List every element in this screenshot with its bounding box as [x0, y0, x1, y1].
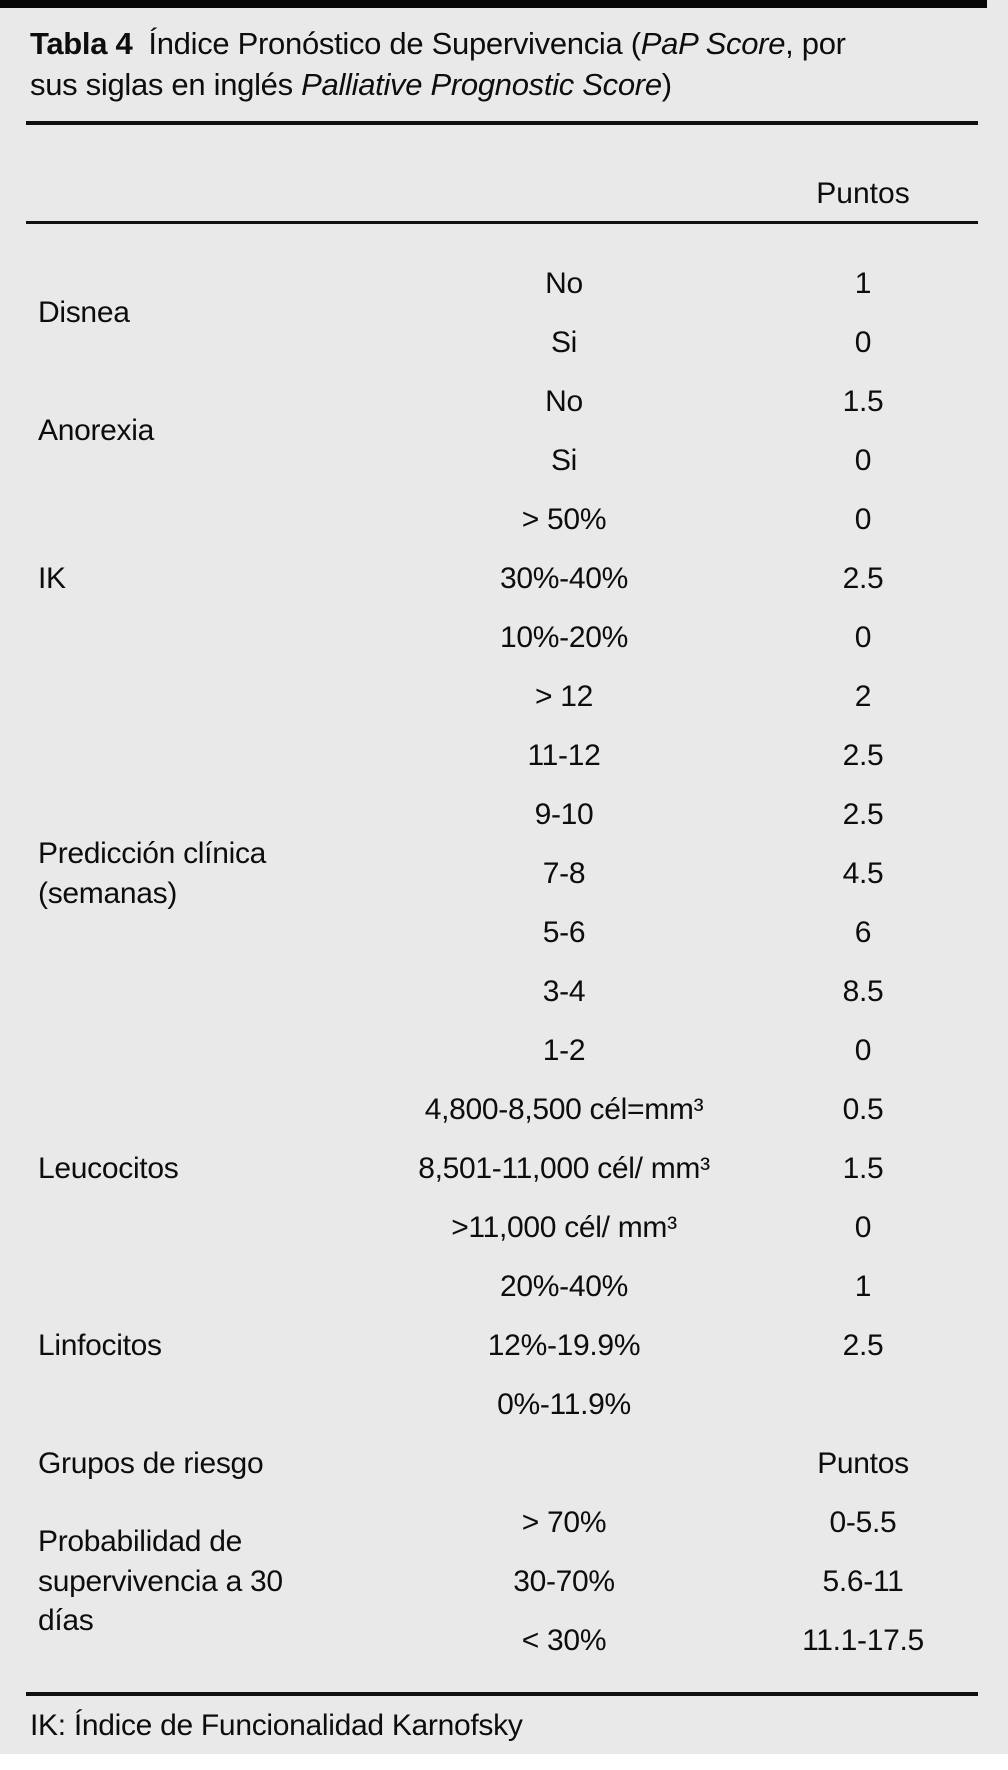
- risk-points-header: Puntos: [817, 1446, 909, 1480]
- row-points: [748, 1375, 978, 1434]
- caption-table-number: Tabla 4: [30, 26, 133, 61]
- footnote-rule: [26, 1692, 978, 1696]
- risk-groups-header-row: Grupos de riesgo Puntos: [26, 1434, 978, 1493]
- row-points: 8.5: [842, 974, 884, 1008]
- category-label: IK: [26, 490, 380, 667]
- row-value: Si: [550, 443, 578, 477]
- caption-text: Índice Pronóstico de Supervivencia (: [148, 26, 641, 61]
- category-text: Disnea: [38, 296, 130, 330]
- row-points: 2.5: [842, 561, 884, 595]
- row-points: 0: [854, 1033, 872, 1067]
- row-points: 2.5: [842, 797, 884, 831]
- category-text: Anorexia: [38, 414, 155, 448]
- category-text: Linfocitos: [38, 1328, 162, 1362]
- header-rule: [26, 221, 978, 224]
- row-value: > 12: [534, 679, 594, 713]
- risk-groups-label: Grupos de riesgo: [26, 1434, 380, 1493]
- footnote: IK: Índice de Funcionalidad Karnofsky: [30, 1709, 523, 1742]
- row-points: 0: [854, 443, 872, 477]
- row-value: 8,501-11,000 cél/ mm³: [418, 1151, 710, 1185]
- row-value: 9-10: [534, 797, 594, 831]
- row-value: 7-8: [542, 856, 586, 890]
- caption-text: ): [661, 67, 672, 102]
- category-text: Predicción clínica (semanas): [38, 836, 267, 910]
- row-points: 0.5: [842, 1092, 884, 1126]
- row-value: 30%-40%: [500, 561, 628, 595]
- row-value: No: [545, 384, 583, 418]
- row-value: Si: [550, 325, 578, 359]
- table-group-prediccion-clinica: Predicción clínica (semanas) > 12 2 11-1…: [26, 667, 978, 1080]
- category-text: Probabilidad de supervivencia a 30 días: [38, 1525, 283, 1638]
- top-bar-rule: [0, 0, 987, 8]
- table-group-ik: IK > 50% 0 30%-40% 2.5 10%-20% 0: [26, 490, 978, 667]
- table-caption: Tabla 4 Índice Pronóstico de Supervivenci…: [26, 8, 978, 105]
- row-points: 0: [854, 502, 872, 536]
- caption-text: sus siglas en inglés: [30, 67, 302, 102]
- row-value: No: [545, 266, 583, 300]
- points-column-header: Puntos: [816, 177, 910, 210]
- row-points: 0: [854, 620, 872, 654]
- category-label: Predicción clínica (semanas): [26, 667, 380, 1080]
- row-value: > 70%: [521, 1505, 607, 1539]
- category-text: Grupos de riesgo: [38, 1446, 264, 1480]
- category-label: Anorexia: [26, 372, 380, 490]
- row-points: 11.1-17.5: [802, 1623, 924, 1657]
- caption-italic-pap-score: PaP Score: [640, 26, 786, 61]
- caption-rule: [26, 121, 978, 125]
- row-value: 20%-40%: [500, 1269, 628, 1303]
- row-value: > 50%: [521, 502, 607, 536]
- table-header-row: Puntos: [26, 125, 978, 221]
- table-body: Disnea No 1 Si 0 Anorexia No 1.5 Si 0 IK…: [26, 224, 978, 1670]
- row-points: 5.6-11: [822, 1564, 904, 1598]
- row-points: 0-5.5: [829, 1505, 897, 1539]
- row-points: 1.5: [842, 1151, 884, 1185]
- row-points: 0: [854, 325, 872, 359]
- row-points: 0: [854, 1210, 872, 1244]
- row-points: 2.5: [842, 738, 884, 772]
- row-value: 10%-20%: [500, 620, 628, 654]
- category-label: Leucocitos: [26, 1080, 380, 1257]
- row-value: 30-70%: [513, 1564, 615, 1598]
- table-group-anorexia: Anorexia No 1.5 Si 0: [26, 372, 978, 490]
- caption-italic-palliative: Palliative Prognostic Score: [301, 67, 662, 102]
- row-points: 2: [854, 679, 872, 713]
- row-points: 2.5: [842, 1328, 884, 1362]
- row-value: 12%-19.9%: [487, 1328, 641, 1362]
- table-group-probabilidad-supervivencia: Probabilidad de supervivencia a 30 días …: [26, 1493, 978, 1670]
- category-label: Linfocitos: [26, 1257, 380, 1434]
- row-points: 4.5: [842, 856, 884, 890]
- table-group-linfocitos: Linfocitos 20%-40% 1 12%-19.9% 2.5 0%-11…: [26, 1257, 978, 1434]
- caption-text: , por: [785, 26, 846, 61]
- row-value: >11,000 cél/ mm³: [451, 1210, 677, 1244]
- row-value: 5-6: [542, 915, 586, 949]
- row-points: 1: [854, 266, 872, 300]
- row-value: 4,800-8,500 cél=mm³: [424, 1092, 704, 1126]
- row-value: 11-12: [527, 738, 601, 772]
- table-group-disnea: Disnea No 1 Si 0: [26, 254, 978, 372]
- row-value: 3-4: [542, 974, 586, 1008]
- row-points: 1.5: [842, 384, 884, 418]
- category-text: IK: [38, 561, 66, 595]
- row-value: 1-2: [542, 1033, 586, 1067]
- category-text: Leucocitos: [38, 1151, 179, 1185]
- category-label: Probabilidad de supervivencia a 30 días: [26, 1493, 380, 1670]
- row-value: < 30%: [521, 1623, 607, 1657]
- row-points: 1: [854, 1269, 872, 1303]
- table-group-leucocitos: Leucocitos 4,800-8,500 cél=mm³ 0.5 8,501…: [26, 1080, 978, 1257]
- row-points: 6: [854, 915, 872, 949]
- category-label: Disnea: [26, 254, 380, 372]
- row-value: 0%-11.9%: [497, 1387, 631, 1421]
- table-content: Tabla 4 Índice Pronóstico de Supervivenci…: [26, 8, 978, 1744]
